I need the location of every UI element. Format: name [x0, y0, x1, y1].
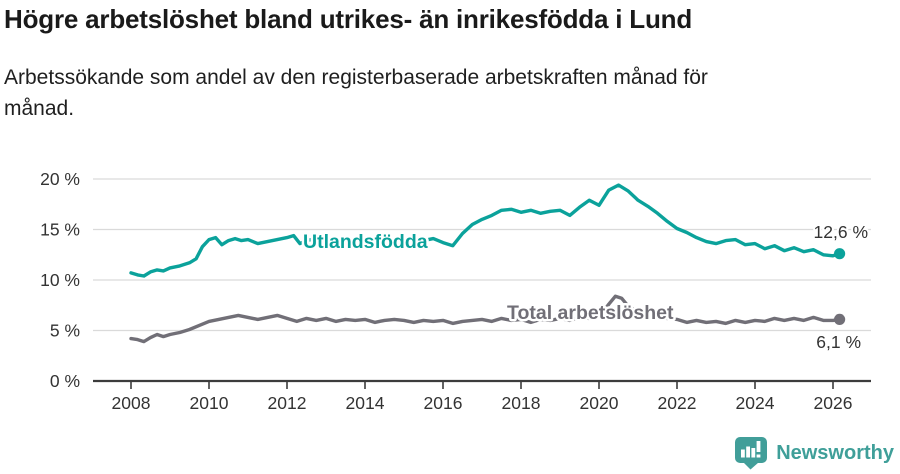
chart-subtitle: Arbetssökande som andel av den registerb… — [4, 62, 844, 124]
gridlines-layer: 0 % 5 % 10 % 15 % 20 % — [40, 169, 871, 391]
series-end-dot-utlandsfodda — [834, 248, 846, 260]
y-tick-label: 10 % — [40, 270, 80, 290]
x-tick-label: 2008 — [112, 393, 151, 413]
chart-subtitle-line2: månad. — [4, 97, 75, 120]
x-axis-layer: 2008 2010 2012 2014 2016 2018 2020 2022 2024 2026 — [93, 379, 871, 413]
x-tick-label: 2022 — [658, 393, 697, 413]
series-label-total-arbetsloshet: Total arbetslöshet — [507, 302, 674, 324]
x-tick-label: 2014 — [346, 393, 385, 413]
x-tick-label: 2024 — [736, 393, 775, 413]
newsworthy-brand-text: Newsworthy — [776, 441, 894, 464]
x-tick-label: 2010 — [190, 393, 229, 413]
end-value-label-utlandsfodda: 12,6 % — [814, 222, 868, 242]
newsworthy-logo-icon — [735, 437, 768, 470]
series-end-dot-total — [834, 313, 846, 325]
y-tick-label: 5 % — [50, 321, 80, 341]
series-line-total — [129, 294, 842, 344]
y-tick-label: 20 % — [40, 169, 80, 189]
series-label-utlandsfodda: Utlandsfödda — [303, 231, 428, 253]
x-tick-label: 2018 — [502, 393, 541, 413]
chart-subtitle-line1: Arbetssökande som andel av den registerb… — [4, 66, 708, 89]
y-tick-label: 0 % — [50, 371, 80, 391]
series-line-utlandsfodda — [129, 183, 842, 278]
x-tick-label: 2016 — [424, 393, 463, 413]
x-tick-label: 2012 — [268, 393, 307, 413]
x-tick-label: 2026 — [814, 393, 853, 413]
end-value-label-total: 6,1 % — [816, 332, 861, 352]
x-tick-label: 2020 — [580, 393, 619, 413]
series-layer — [129, 183, 846, 344]
newsworthy-brand-link[interactable]: Newsworthy — [734, 436, 894, 470]
y-tick-label: 15 % — [40, 220, 80, 240]
chart-title: Högre arbetslöshet bland utrikes- än inr… — [4, 4, 693, 34]
